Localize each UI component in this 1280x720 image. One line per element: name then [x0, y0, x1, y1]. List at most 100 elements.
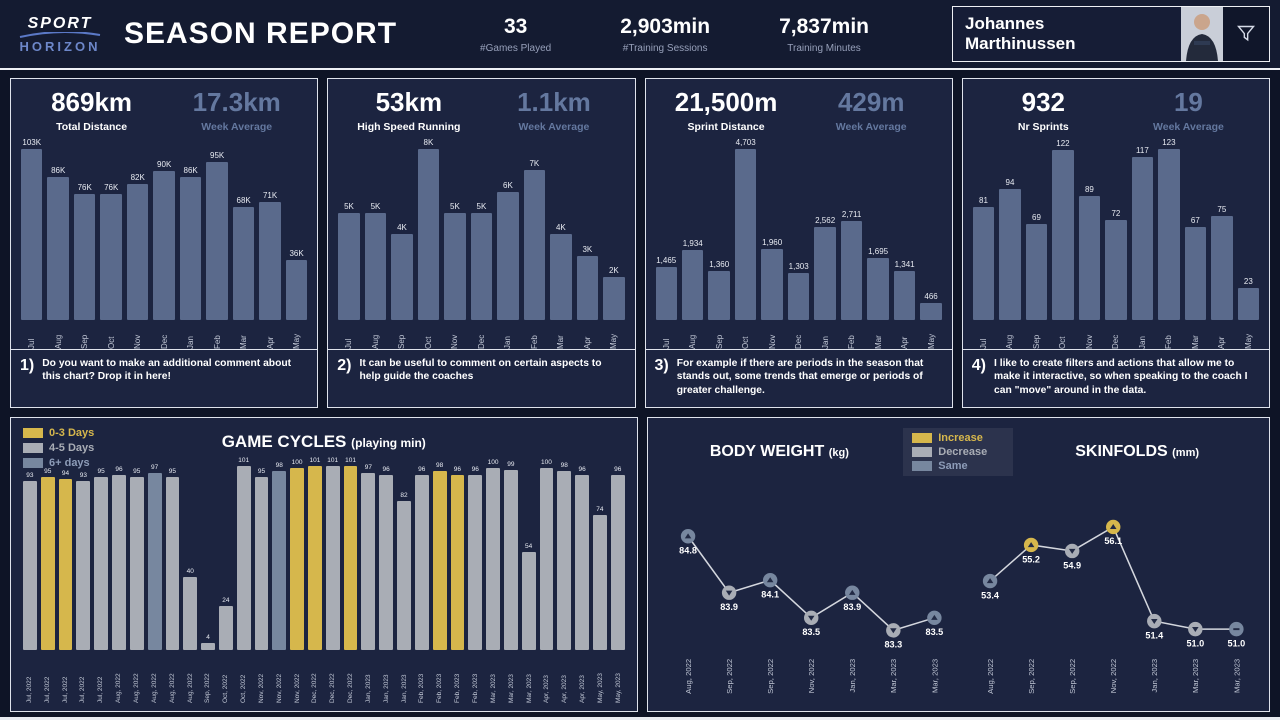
- bar[interactable]: 466: [920, 292, 942, 320]
- bar[interactable]: 1,465: [655, 256, 677, 320]
- bar[interactable]: 36K: [285, 249, 308, 320]
- data-point[interactable]: [1024, 537, 1039, 553]
- bar-rect[interactable]: [397, 501, 411, 650]
- bar-rect[interactable]: [557, 471, 572, 650]
- bar[interactable]: 96: [112, 466, 126, 650]
- bar-rect[interactable]: [840, 221, 863, 320]
- bar[interactable]: 100: [486, 459, 500, 650]
- bar-rect[interactable]: [21, 149, 43, 320]
- data-point[interactable]: [1188, 621, 1203, 637]
- bar[interactable]: 94: [999, 178, 1021, 320]
- bar-rect[interactable]: [893, 271, 916, 320]
- bar[interactable]: 40: [183, 568, 198, 650]
- bar[interactable]: 2,711: [840, 210, 863, 320]
- bar-rect[interactable]: [206, 162, 228, 320]
- comment-box-2[interactable]: 2) It can be useful to comment on certai…: [328, 349, 635, 407]
- bar[interactable]: 100: [290, 459, 304, 650]
- bar-rect[interactable]: [575, 475, 589, 650]
- legend-item-same[interactable]: Same: [912, 460, 1004, 472]
- bar[interactable]: 103K: [21, 138, 43, 320]
- bar-rect[interactable]: [364, 213, 387, 320]
- data-point[interactable]: [680, 529, 695, 544]
- bar-rect[interactable]: [259, 202, 281, 320]
- player-profile-card[interactable]: Johannes Marthinussen: [952, 6, 1270, 62]
- bar-rect[interactable]: [550, 234, 572, 320]
- bar[interactable]: 86K: [179, 166, 202, 320]
- bar-rect[interactable]: [999, 189, 1021, 320]
- bar-rect[interactable]: [112, 475, 126, 650]
- bar[interactable]: 94: [58, 470, 73, 650]
- bar[interactable]: 2,562: [814, 216, 836, 320]
- bar-rect[interactable]: [497, 192, 519, 320]
- bar-rect[interactable]: [539, 468, 554, 650]
- legend-item-6plus-days[interactable]: 6+ days: [23, 457, 94, 469]
- bar-rect[interactable]: [129, 477, 144, 650]
- bar[interactable]: 5K: [470, 202, 493, 320]
- bar-rect[interactable]: [468, 475, 483, 650]
- bar-rect[interactable]: [126, 184, 149, 320]
- bar[interactable]: 95K: [206, 151, 228, 320]
- bar[interactable]: 117: [1131, 146, 1154, 320]
- bar-rect[interactable]: [94, 477, 109, 650]
- bar[interactable]: 89: [1078, 185, 1101, 320]
- bar-rect[interactable]: [761, 249, 783, 320]
- bar-rect[interactable]: [1237, 288, 1260, 320]
- bar[interactable]: 98: [557, 462, 572, 650]
- bar[interactable]: 1,960: [761, 238, 783, 320]
- data-point[interactable]: [885, 623, 901, 638]
- bar[interactable]: 122: [1052, 139, 1074, 320]
- data-point[interactable]: [762, 572, 777, 588]
- legend-item-increase[interactable]: Increase: [912, 432, 1004, 444]
- data-point[interactable]: [926, 610, 942, 626]
- bar[interactable]: 75: [1211, 205, 1233, 320]
- bar[interactable]: 5K: [364, 202, 387, 320]
- bar[interactable]: 4: [201, 634, 215, 650]
- bar-rect[interactable]: [1184, 227, 1207, 320]
- bar-rect[interactable]: [232, 207, 255, 320]
- bar-rect[interactable]: [236, 466, 251, 650]
- bar[interactable]: 82: [397, 492, 411, 650]
- bar-rect[interactable]: [201, 643, 215, 650]
- comment-box-3[interactable]: 3) For example if there are periods in t…: [645, 349, 952, 407]
- bar-rect[interactable]: [450, 475, 465, 650]
- bar[interactable]: 2K: [603, 266, 625, 320]
- bar-rect[interactable]: [414, 475, 429, 650]
- bar[interactable]: 81: [972, 196, 995, 320]
- bar-rect[interactable]: [1211, 216, 1233, 320]
- bar-rect[interactable]: [920, 303, 942, 320]
- bar[interactable]: 97: [147, 464, 162, 650]
- bar-rect[interactable]: [23, 481, 37, 650]
- bar[interactable]: 76K: [73, 183, 96, 320]
- bar-rect[interactable]: [183, 577, 198, 650]
- bar-rect[interactable]: [338, 213, 360, 320]
- bar-rect[interactable]: [486, 468, 500, 650]
- bar[interactable]: 23: [1237, 277, 1260, 320]
- bar-rect[interactable]: [47, 177, 69, 320]
- bar[interactable]: 3K: [576, 245, 599, 320]
- bar[interactable]: 67: [1184, 216, 1207, 320]
- bar-rect[interactable]: [285, 260, 308, 320]
- bar-rect[interactable]: [147, 473, 162, 650]
- bar-rect[interactable]: [379, 475, 394, 650]
- bar-rect[interactable]: [272, 471, 287, 650]
- bar[interactable]: 95: [129, 468, 144, 650]
- bar[interactable]: 96: [379, 466, 394, 650]
- bar[interactable]: 8K: [417, 138, 440, 320]
- data-point[interactable]: [1065, 543, 1080, 559]
- bar[interactable]: 96: [575, 466, 589, 650]
- legend-item-decrease[interactable]: Decrease: [912, 446, 1004, 458]
- bar-rect[interactable]: [218, 606, 233, 650]
- bar-rect[interactable]: [655, 267, 677, 320]
- bar[interactable]: 98: [272, 462, 287, 650]
- bar[interactable]: 95: [40, 468, 55, 650]
- bar[interactable]: 99: [503, 461, 518, 650]
- filter-icon[interactable]: [1223, 7, 1269, 61]
- bar[interactable]: 1,360: [708, 260, 730, 320]
- bar-rect[interactable]: [73, 194, 96, 320]
- bar-rect[interactable]: [521, 552, 536, 650]
- bar[interactable]: 101: [325, 457, 340, 650]
- data-point[interactable]: [1229, 621, 1244, 637]
- bar-rect[interactable]: [603, 277, 625, 320]
- data-point[interactable]: [983, 573, 998, 589]
- bar[interactable]: 93: [76, 472, 91, 650]
